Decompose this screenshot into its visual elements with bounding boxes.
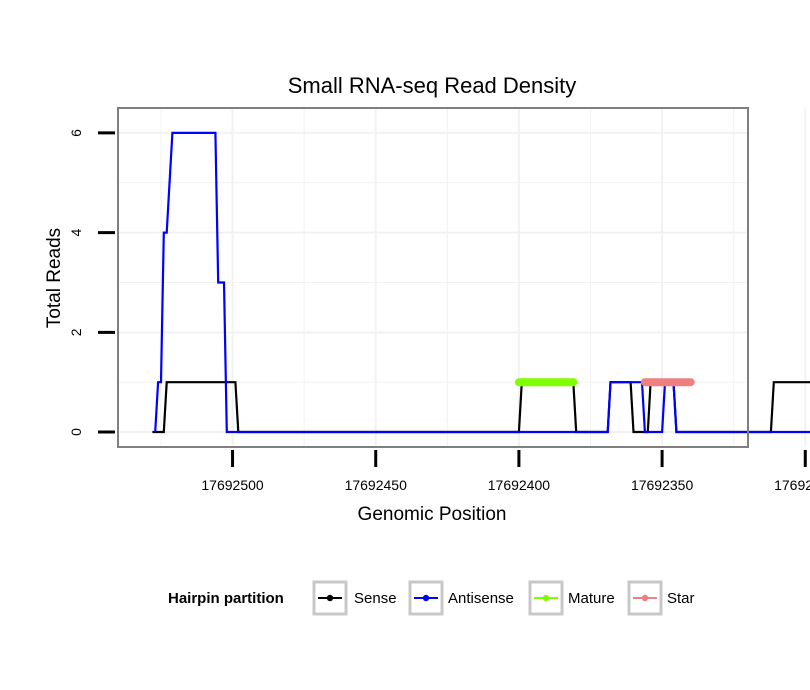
legend-key-point bbox=[641, 594, 649, 602]
x-tick-label: 17692350 bbox=[631, 477, 694, 493]
x-axis-title: Genomic Position bbox=[358, 504, 507, 525]
x-tick-label: 17692500 bbox=[201, 477, 264, 493]
x-axis: 17692500 17692450 17692400 17692350 17692300 bbox=[201, 450, 810, 493]
x-tick-label: 17692450 bbox=[345, 477, 408, 493]
legend-label-sense: Sense bbox=[354, 590, 397, 607]
legend-key-point bbox=[422, 594, 430, 602]
y-tick-label: 0 bbox=[68, 428, 84, 436]
legend-label-antisense: Antisense bbox=[448, 590, 514, 607]
plot-border bbox=[117, 107, 749, 448]
legend-label-mature: Mature bbox=[568, 590, 615, 607]
legend-label-star: Star bbox=[667, 590, 695, 607]
series-layer bbox=[152, 131, 810, 434]
plot-panel bbox=[117, 107, 810, 448]
legend: Hairpin partition Sense Antisense Mature St… bbox=[168, 580, 695, 616]
series-line-antisense bbox=[154, 131, 810, 434]
y-tick-label: 2 bbox=[68, 328, 84, 336]
chart-title: Small RNA-seq Read Density bbox=[288, 73, 577, 98]
plot-area bbox=[118, 108, 748, 447]
legend-key-point bbox=[326, 594, 334, 602]
x-tick-label: 17692300 bbox=[774, 477, 810, 493]
y-axis: 0 2 4 6 bbox=[68, 129, 115, 436]
legend-key-point bbox=[542, 594, 550, 602]
y-axis-title: Total Reads bbox=[44, 228, 65, 328]
y-tick-label: 6 bbox=[68, 129, 84, 137]
legend-title: Hairpin partition bbox=[168, 590, 284, 607]
x-tick-label: 17692400 bbox=[488, 477, 551, 493]
y-tick-label: 4 bbox=[68, 229, 84, 237]
